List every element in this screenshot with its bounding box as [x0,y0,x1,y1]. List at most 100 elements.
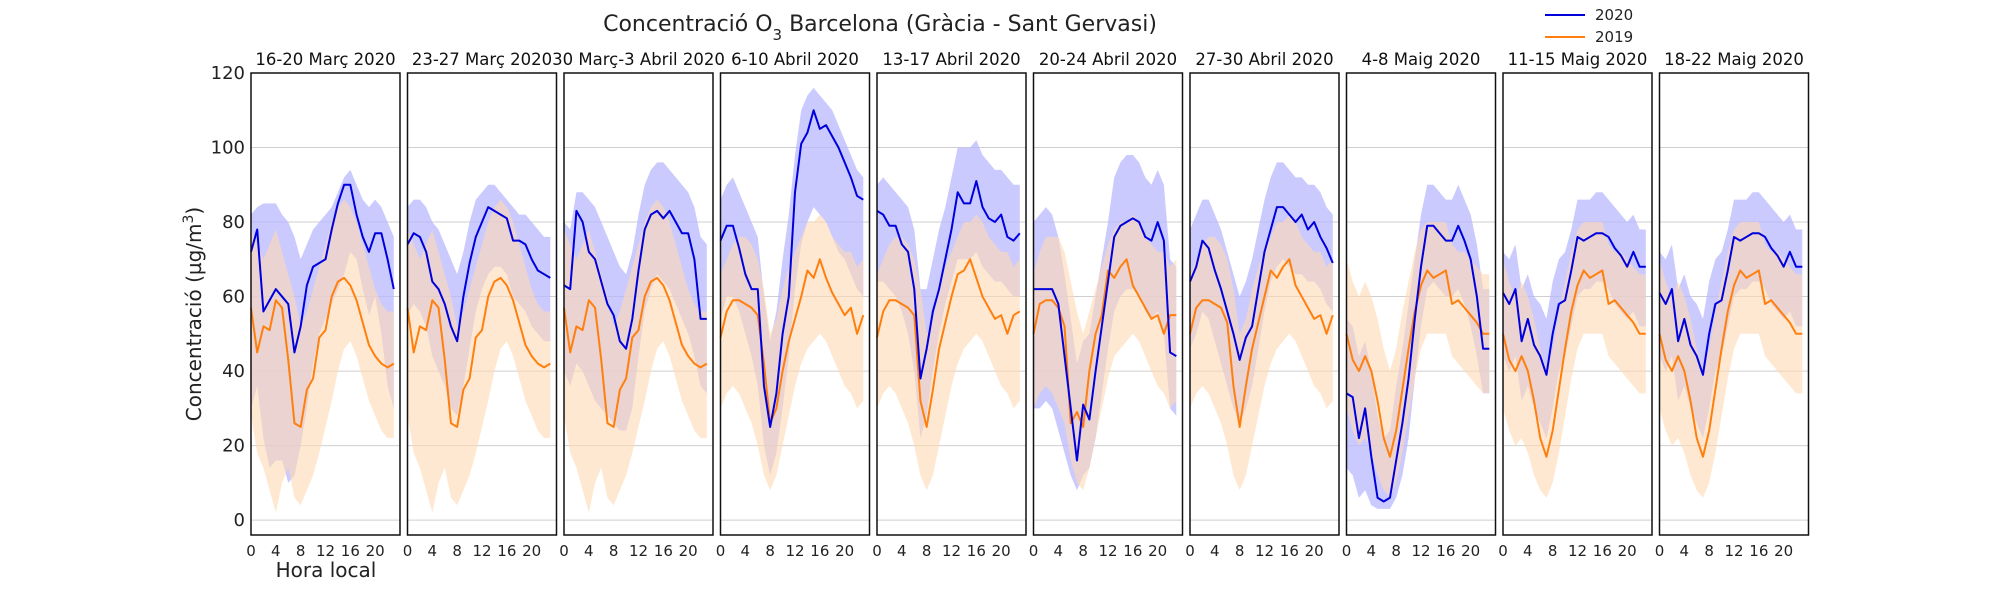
panel-4: 6-10 Abril 2020 0 4 8 12 16 20 [716,50,871,560]
x-tick-label: 0 [1029,542,1039,560]
panel-frame [1345,72,1497,536]
x-tick-label: 0 [872,542,882,560]
y-tick-label: 20 [222,436,245,457]
x-tick-label: 16 [1749,542,1768,560]
series-line-2020 [563,209,707,350]
panel-frame [563,72,714,536]
series-line-2019 [876,258,1021,428]
panel-title: 27-30 Abril 2020 [1195,50,1333,69]
panel-frame [1502,72,1653,536]
x-tick-label: 8 [609,542,619,560]
series-line-2019 [563,276,708,428]
band-2019 [1190,214,1333,491]
x-tick-label: 20 [1148,542,1167,560]
series-line-2019 [1032,258,1177,428]
x-tick-label: 8 [296,542,306,560]
legend-label-2019: 2019 [1595,28,1633,46]
x-tick-label: 4 [1523,542,1533,560]
band-2019 [251,199,394,513]
x-axis-label: Hora local [276,558,377,582]
x-tick-label: 16 [967,542,986,560]
x-tick-label: 4 [271,542,281,560]
x-tick-label: 8 [452,542,462,560]
x-tick-label: 0 [1655,542,1665,560]
panel-8: 4-8 Maig 2020 0 4 8 12 16 20 [1342,50,1497,560]
x-tick-label: 8 [1078,542,1088,560]
x-tick-label: 16 [654,542,673,560]
x-tick-label: 12 [1411,542,1430,560]
x-tick-label: 4 [741,542,751,560]
x-tick-label: 12 [1255,542,1274,560]
panel-frame [719,72,871,536]
panel-6: 20-24 Abril 2020 0 4 8 12 16 20 [1029,50,1184,560]
series-line-2020 [876,180,1021,380]
x-tick-label: 16 [1593,542,1612,560]
panel-frame [1658,72,1810,536]
x-tick-label: 0 [1498,542,1508,560]
panel-title: 18-22 Maig 2020 [1664,50,1804,69]
series-line-2019 [1189,258,1334,428]
series-line-2020 [1033,217,1177,462]
panel-9: 11-15 Maig 2020 0 4 8 12 16 20 [1498,50,1653,560]
x-tick-label: 16 [341,542,360,560]
chart-title: Concentració O3 Barcelona (Gràcia - Sant… [603,12,1157,44]
x-tick-label: 8 [1391,542,1401,560]
panel-frame [876,72,1027,536]
panel-title: 4-8 Maig 2020 [1362,50,1481,69]
series-line-2019 [1502,269,1646,458]
x-tick-label: 12 [472,542,491,560]
band-2019 [407,199,551,513]
x-tick-label: 20 [679,542,698,560]
panel-frame [250,72,401,536]
panel-10: 18-22 Maig 2020 0 4 8 12 16 20 [1655,50,1810,560]
y-tick-label: 60 [222,287,245,308]
panel-title: 20-24 Abril 2020 [1039,50,1177,69]
panel-frame [406,72,558,536]
x-tick-label: 12 [1568,542,1587,560]
x-tick-label: 12 [1724,542,1743,560]
x-tick-label: 20 [992,542,1011,560]
panel-1: 16-20 Març 2020 0 4 8 12 16 20 [246,50,401,560]
x-tick-label: 0 [559,542,569,560]
x-tick-label: 20 [1461,542,1480,560]
series-line-2019 [719,258,865,425]
x-tick-label: 12 [629,542,648,560]
series-line-2020 [1502,232,1646,376]
x-tick-label: 16 [1436,542,1455,560]
x-tick-label: 4 [897,542,907,560]
y-axis-label: Concentració (µg/m3) [181,207,206,422]
x-tick-label: 12 [316,542,335,560]
x-tick-label: 16 [1280,542,1299,560]
x-tick-label: 12 [942,542,961,560]
x-tick-label: 20 [1774,542,1793,560]
legend-label-2020: 2020 [1595,6,1633,24]
x-tick-label: 16 [810,542,829,560]
y-tick-label: 100 [211,138,245,159]
x-tick-label: 20 [366,542,385,560]
x-tick-label: 4 [428,542,438,560]
x-tick-label: 0 [1342,542,1352,560]
x-tick-label: 8 [765,542,775,560]
x-tick-label: 4 [1210,542,1220,560]
panel-2: 23-27 Març 2020 0 4 8 12 16 20 [403,50,558,560]
x-tick-label: 20 [835,542,854,560]
panel-title: 6-10 Abril 2020 [731,50,859,69]
panel-title: 11-15 Maig 2020 [1508,50,1648,69]
series-line-2019 [406,276,551,428]
series-line-2020 [1658,232,1803,376]
panel-7: 27-30 Abril 2020 0 4 8 12 16 20 [1185,50,1340,560]
series-line-2019 [1658,269,1803,458]
legend: 2020 2019 [1545,6,1633,46]
x-tick-label: 20 [522,542,541,560]
x-tick-label: 4 [1680,542,1690,560]
x-tick-label: 16 [1123,542,1142,560]
x-tick-label: 12 [785,542,804,560]
band-2019 [1033,214,1177,491]
panel-frame [1189,72,1340,536]
series-line-2020 [250,183,395,354]
series-line-2020 [1189,206,1334,361]
